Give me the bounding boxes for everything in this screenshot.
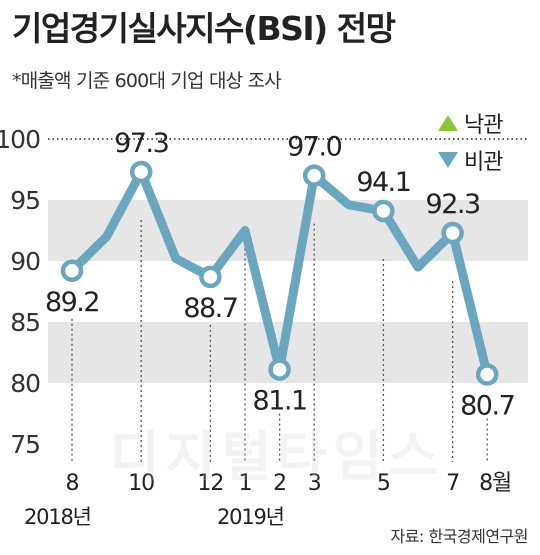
point-marker-2 xyxy=(199,265,222,289)
legend-label-1: 비관 xyxy=(464,150,503,175)
x-tick-7: 7 xyxy=(446,471,459,496)
point-marker-5 xyxy=(372,199,395,223)
data-label-1: 97.3 xyxy=(114,128,168,159)
x-tick-3: 1 xyxy=(239,471,252,496)
data-labels: 89.2 97.3 88.7 81.1 97.0 94.1 92.3 80.7 xyxy=(45,128,516,422)
point-marker-1 xyxy=(129,160,153,184)
x-tick-8: 8월 xyxy=(479,471,511,496)
data-label-6: 92.3 xyxy=(426,189,480,220)
data-label-5: 94.1 xyxy=(356,167,410,198)
x-tick-1: 10 xyxy=(128,471,154,496)
x-tick-2: 12 xyxy=(197,471,223,496)
data-label-4: 97.0 xyxy=(287,132,341,163)
x-tick-6: 5 xyxy=(377,471,390,496)
point-marker-7 xyxy=(475,363,499,386)
year-label-1: 2019년 xyxy=(217,505,284,529)
triangle-up-icon xyxy=(438,115,458,131)
data-label-0: 89.2 xyxy=(45,287,99,318)
y-tick-95: 95 xyxy=(10,186,40,215)
triangle-down-icon xyxy=(438,152,458,168)
point-marker-3 xyxy=(268,358,291,381)
y-axis-ticks: 75 80 85 90 95 100 xyxy=(0,125,41,459)
y-tick-75: 75 xyxy=(10,430,40,459)
x-tick-5: 3 xyxy=(308,471,321,496)
y-tick-85: 85 xyxy=(10,308,40,337)
source-note: 자료: 한국경제연구원 xyxy=(390,527,529,546)
y-tick-80: 80 xyxy=(10,369,40,398)
data-label-2: 88.7 xyxy=(183,293,237,324)
chart-subtitle: *매출액 기준 600대 기업 대상 조사 xyxy=(12,70,282,92)
legend-label-0: 낙관 xyxy=(464,113,503,138)
chart-title: 기업경기실사지수(BSI) 전망 xyxy=(12,9,396,48)
drop-lines xyxy=(71,219,488,462)
year-label-0: 2018년 xyxy=(24,505,91,529)
point-marker-6 xyxy=(441,221,464,245)
point-marker-4 xyxy=(302,164,326,187)
point-markers xyxy=(60,160,499,386)
x-tick-0: 8 xyxy=(66,471,79,496)
point-marker-0 xyxy=(60,259,84,283)
data-label-3: 81.1 xyxy=(253,386,307,417)
data-label-7: 80.7 xyxy=(460,390,514,421)
y-tick-100: 100 xyxy=(0,125,40,154)
x-tick-4: 2 xyxy=(273,471,286,496)
y-tick-90: 90 xyxy=(10,247,40,276)
